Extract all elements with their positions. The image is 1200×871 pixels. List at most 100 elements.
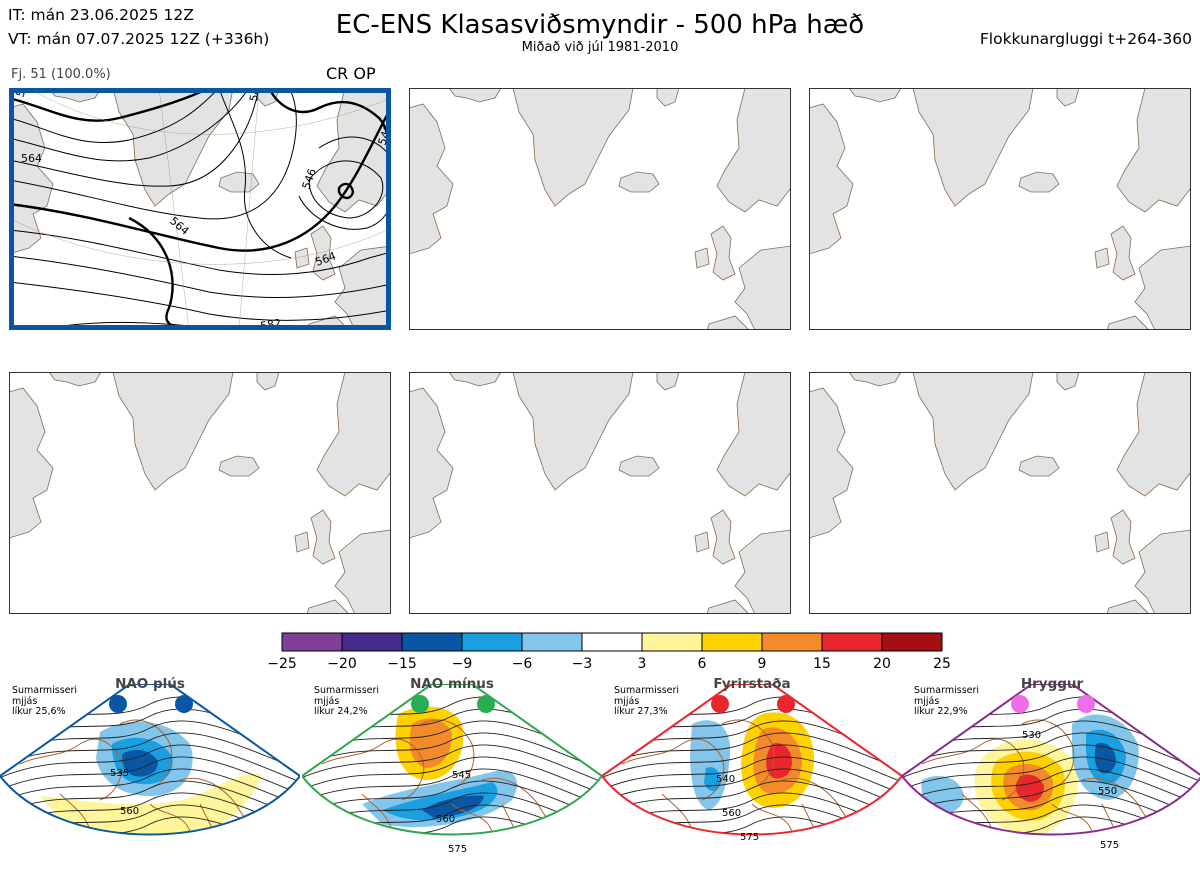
colorbar-tick-label: 20: [873, 656, 891, 672]
colorbar-tick-label: 15: [813, 656, 831, 672]
regime-border: [902, 684, 1200, 836]
regime-contour-line: [602, 744, 902, 787]
regime-anomaly-area: [122, 749, 158, 777]
regime-panel[interactable]: 535 560 NAO plús Sumarmisseri mjjás líkur 2…: [0, 676, 300, 870]
regime-anomaly-area: [1012, 848, 1042, 859]
regime-marker-dot: [1011, 695, 1029, 713]
regime-marker-dot: [711, 695, 729, 713]
coastline: [119, 719, 173, 789]
regime-border: [302, 684, 602, 836]
land-svalbard: [656, 372, 680, 391]
graticule-line-2: [9, 217, 391, 265]
contour-label-3: 564: [21, 152, 42, 165]
regime-contour-line: [302, 792, 602, 835]
coastline: [361, 793, 393, 831]
regime-anomaly-area: [422, 795, 484, 818]
land-greenland: [112, 372, 234, 491]
colorbar-tick-label: −9: [451, 656, 473, 672]
land-scandinavia: [716, 372, 791, 497]
regime-panel[interactable]: 540 560 575 Fyrirstaða Sumarmisseri mjjás lí…: [602, 676, 902, 870]
regime-coastlines: [19, 719, 281, 835]
regime-border: [0, 684, 300, 836]
cluster-map-6[interactable]: [809, 372, 1191, 614]
regime-probability: Sumarmisseri mjjás líkur 24,2%: [314, 685, 380, 717]
land-iberia: [1106, 315, 1150, 330]
colorbar-tick-label: −25: [267, 656, 297, 672]
land-north-america: [9, 103, 54, 255]
cluster-map-5[interactable]: [409, 372, 791, 614]
regime-marker-dot: [477, 695, 495, 713]
land-greenland: [512, 372, 634, 491]
cluster-map-1-svg: 546546564564564582546546: [9, 88, 391, 330]
coastline: [721, 719, 775, 789]
colorbar-tick-label: −20: [327, 656, 357, 672]
regime-border: [602, 684, 902, 836]
coastline: [59, 793, 91, 831]
contour-line-1: [9, 88, 210, 122]
contour-line-15: [337, 182, 355, 200]
coastline: [321, 738, 425, 801]
graticule-line-1: [28, 88, 391, 135]
regime-map: 545 560 575: [302, 684, 602, 855]
regime-panel[interactable]: 530 550 575 Hryggur Sumarmisseri mjjás líkur…: [902, 676, 1200, 870]
cluster-tag: CR OP: [326, 64, 376, 83]
contour-line-5: [9, 88, 297, 220]
regime-title: Fyrirstaða: [713, 676, 791, 692]
contour-line-9: [9, 281, 391, 321]
land-ireland: [1094, 247, 1110, 269]
land-iberia: [706, 599, 750, 614]
land-iceland: [1018, 171, 1060, 193]
regime-anomaly-area: [690, 720, 731, 810]
regime-contour-line: [902, 792, 1200, 835]
colorbar-tick-label: 25: [933, 656, 951, 672]
land-ireland: [694, 247, 710, 269]
land-svalbard: [256, 372, 280, 391]
coastline: [961, 793, 993, 831]
panel-border: [9, 372, 391, 614]
regime-probability: Sumarmisseri mjjás líkur 22,9%: [914, 685, 980, 717]
contour-line-7: [9, 229, 391, 275]
regime-contour-line: [902, 768, 1200, 811]
contour-line-17: [218, 88, 292, 259]
regime-contour-label: 535: [110, 768, 129, 779]
regime-anomaly-area: [1015, 774, 1044, 802]
regime-contour-label: 575: [448, 844, 467, 855]
cluster-map-5-svg: [409, 372, 791, 614]
colorbar-tick-label: 9: [757, 656, 767, 672]
regime-contour-label: 575: [1100, 840, 1119, 851]
land-greenland: [912, 372, 1034, 491]
regime-contour-line: [902, 732, 1200, 775]
land-europe: [1134, 245, 1191, 330]
regime-contour-label: 545: [452, 770, 471, 781]
land-scandinavia: [1116, 88, 1191, 213]
cluster-map-2[interactable]: [409, 88, 791, 330]
regime-contour-label: 530: [1022, 730, 1041, 741]
cluster-map-3[interactable]: [809, 88, 1191, 330]
land-scandinavia: [716, 88, 791, 213]
land-scandinavia: [316, 88, 391, 213]
contour-line-3: [9, 88, 250, 162]
land-iberia: [306, 599, 350, 614]
regime-marker-dot: [777, 695, 795, 713]
regime-contour-line: [902, 780, 1200, 823]
cluster-map-4[interactable]: [9, 372, 391, 614]
regime-marker-dot: [109, 695, 127, 713]
colorbar-segment: [761, 632, 823, 652]
land-north-america: [409, 103, 454, 255]
cluster-map-1[interactable]: 546546564564564582546546: [9, 88, 391, 330]
land-svalbard: [656, 88, 680, 107]
coastline: [19, 738, 123, 801]
land-scandinavia: [1116, 372, 1191, 497]
regime-panel[interactable]: 545 560 575 NAO mínus Sumarmisseri mjjás lík…: [302, 676, 602, 870]
cluster-map-4-svg: [9, 372, 391, 614]
regime-contour-line: [0, 732, 300, 775]
regime-contour-label: 575: [740, 832, 759, 843]
contour-label-1: 546: [14, 88, 33, 99]
land-iceland: [618, 171, 660, 193]
land-great-britain: [1110, 225, 1136, 281]
land-ireland: [694, 531, 710, 553]
land-scandinavia: [316, 372, 391, 497]
land-europe: [1134, 529, 1191, 614]
land-europe: [734, 529, 791, 614]
colorbar-segment: [341, 632, 403, 652]
